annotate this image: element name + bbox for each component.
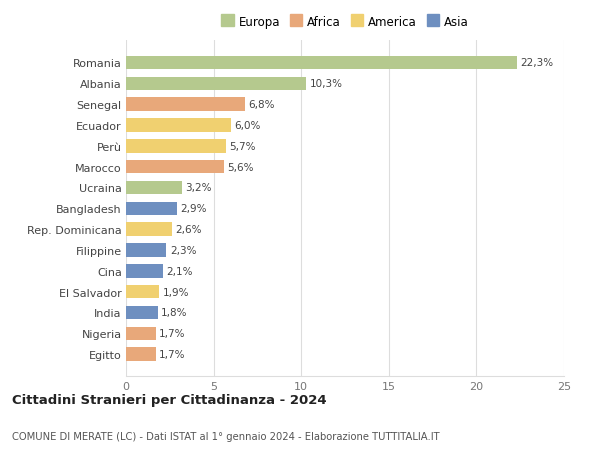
Bar: [126, 119, 231, 133]
Bar: [126, 77, 307, 91]
Text: 2,6%: 2,6%: [175, 224, 202, 235]
Bar: [126, 181, 182, 195]
Text: 1,9%: 1,9%: [163, 287, 189, 297]
Bar: [126, 161, 224, 174]
Text: 1,8%: 1,8%: [161, 308, 188, 318]
Text: 2,9%: 2,9%: [181, 204, 207, 214]
Bar: [126, 223, 172, 236]
Bar: [126, 140, 226, 153]
Bar: [126, 285, 159, 299]
Text: 5,6%: 5,6%: [227, 162, 254, 172]
Text: COMUNE DI MERATE (LC) - Dati ISTAT al 1° gennaio 2024 - Elaborazione TUTTITALIA.: COMUNE DI MERATE (LC) - Dati ISTAT al 1°…: [12, 431, 440, 441]
Text: 10,3%: 10,3%: [310, 79, 343, 89]
Text: 6,8%: 6,8%: [248, 100, 275, 110]
Bar: [126, 202, 177, 216]
Text: 3,2%: 3,2%: [185, 183, 212, 193]
Text: 2,3%: 2,3%: [170, 246, 196, 255]
Legend: Europa, Africa, America, Asia: Europa, Africa, America, Asia: [218, 14, 472, 31]
Bar: [126, 327, 156, 341]
Bar: [126, 306, 158, 319]
Text: 22,3%: 22,3%: [520, 58, 553, 68]
Bar: [126, 98, 245, 112]
Bar: [126, 264, 163, 278]
Text: 1,7%: 1,7%: [159, 349, 186, 359]
Bar: [126, 244, 166, 257]
Text: 6,0%: 6,0%: [235, 121, 261, 131]
Bar: [126, 56, 517, 70]
Text: Cittadini Stranieri per Cittadinanza - 2024: Cittadini Stranieri per Cittadinanza - 2…: [12, 393, 326, 406]
Bar: [126, 347, 156, 361]
Text: 1,7%: 1,7%: [159, 329, 186, 339]
Text: 5,7%: 5,7%: [229, 141, 256, 151]
Text: 2,1%: 2,1%: [166, 266, 193, 276]
